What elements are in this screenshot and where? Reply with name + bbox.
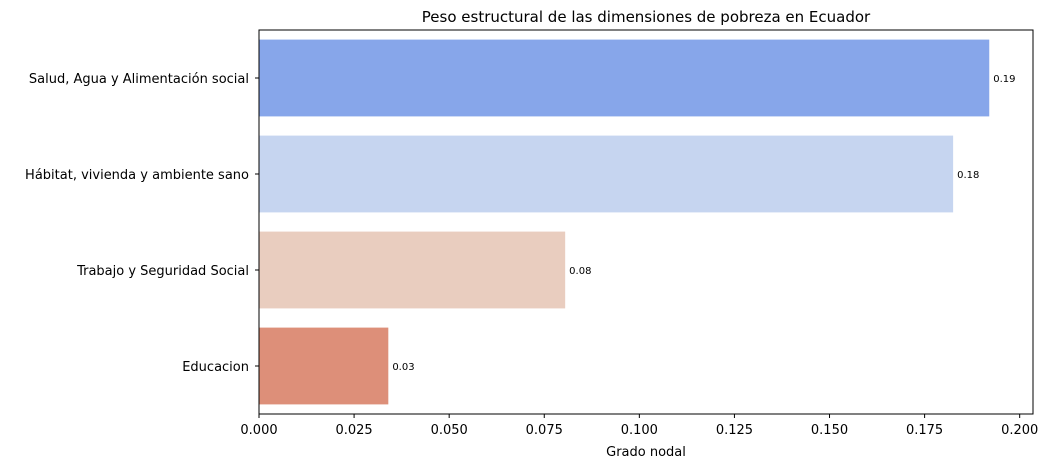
bars-layer	[259, 39, 990, 405]
chart-title: Peso estructural de las dimensiones de p…	[422, 8, 871, 26]
y-tick-label: Educacion	[182, 360, 249, 375]
x-tick-label: 0.000	[240, 423, 277, 438]
y-tick-label: Hábitat, vivienda y ambiente sano	[25, 168, 249, 183]
x-tick-label: 0.025	[335, 423, 372, 438]
x-tick-label: 0.100	[621, 423, 658, 438]
bar	[259, 39, 990, 117]
bar-value-label: 0.18	[957, 170, 979, 181]
x-axis-ticks: 0.000 0.025 0.050 0.075 0.100 0.125 0.150 0.175…	[240, 414, 1038, 438]
y-axis-ticks: Salud, Agua y Alimentación social Hábitat…	[25, 72, 259, 375]
bar-value-label: 0.08	[569, 266, 591, 277]
bar	[259, 327, 389, 405]
x-tick-label: 0.175	[906, 423, 943, 438]
x-axis-label: Grado nodal	[606, 445, 686, 460]
bar	[259, 231, 566, 309]
data-labels-layer: 0.19 0.18 0.08 0.03	[392, 74, 1015, 373]
plot-frame	[258, 29, 1034, 415]
x-tick-label: 0.125	[716, 423, 753, 438]
bar-value-label: 0.19	[993, 74, 1015, 85]
x-tick-label: 0.050	[431, 423, 468, 438]
y-tick-label: Trabajo y Seguridad Social	[76, 264, 249, 279]
bar	[259, 135, 954, 213]
x-tick-label: 0.075	[526, 423, 563, 438]
x-tick-label: 0.150	[811, 423, 848, 438]
y-tick-label: Salud, Agua y Alimentación social	[29, 72, 249, 87]
bar-value-label: 0.03	[392, 362, 414, 373]
x-tick-label: 0.200	[1001, 423, 1038, 438]
